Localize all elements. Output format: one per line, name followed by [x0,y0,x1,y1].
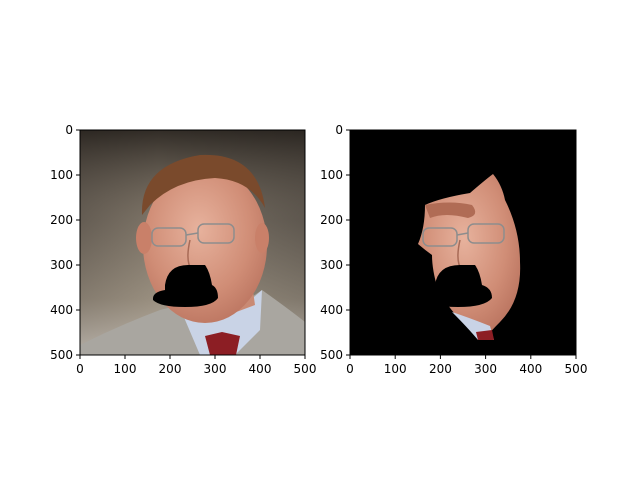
right-x-tick-label: 500 [565,362,588,376]
left-x-tick-label: 200 [159,362,182,376]
right-y-tick-label: 200 [320,213,343,227]
original-face-image [80,130,305,355]
left-y-tick-label: 300 [50,258,73,272]
right-y-tick-label: 0 [335,123,343,137]
right-y-tick-label: 300 [320,258,343,272]
left-y-tick-label: 400 [50,303,73,317]
right-x-tick-label: 400 [519,362,542,376]
left-y-tick-label: 0 [65,123,73,137]
right-y-tick-label: 400 [320,303,343,317]
right-x-tick-label: 100 [384,362,407,376]
segmented-face-image [350,130,576,355]
right-x-tick-label: 300 [474,362,497,376]
left-x-tick-label: 500 [294,362,317,376]
right-axes-frame [349,129,577,356]
left-y-tick-label: 500 [50,348,73,362]
left-x-tick-label: 100 [114,362,137,376]
left-y-tick-label: 100 [50,168,73,182]
left-x-tick-label: 300 [204,362,227,376]
right-x-tick-label: 0 [346,362,354,376]
right-x-tick-label: 200 [429,362,452,376]
left-x-tick-label: 0 [76,362,84,376]
right-y-tick-label: 500 [320,348,343,362]
left-x-tick-label: 400 [249,362,272,376]
left-axes-frame [79,129,306,356]
left-y-tick-label: 200 [50,213,73,227]
right-y-tick-label: 100 [320,168,343,182]
